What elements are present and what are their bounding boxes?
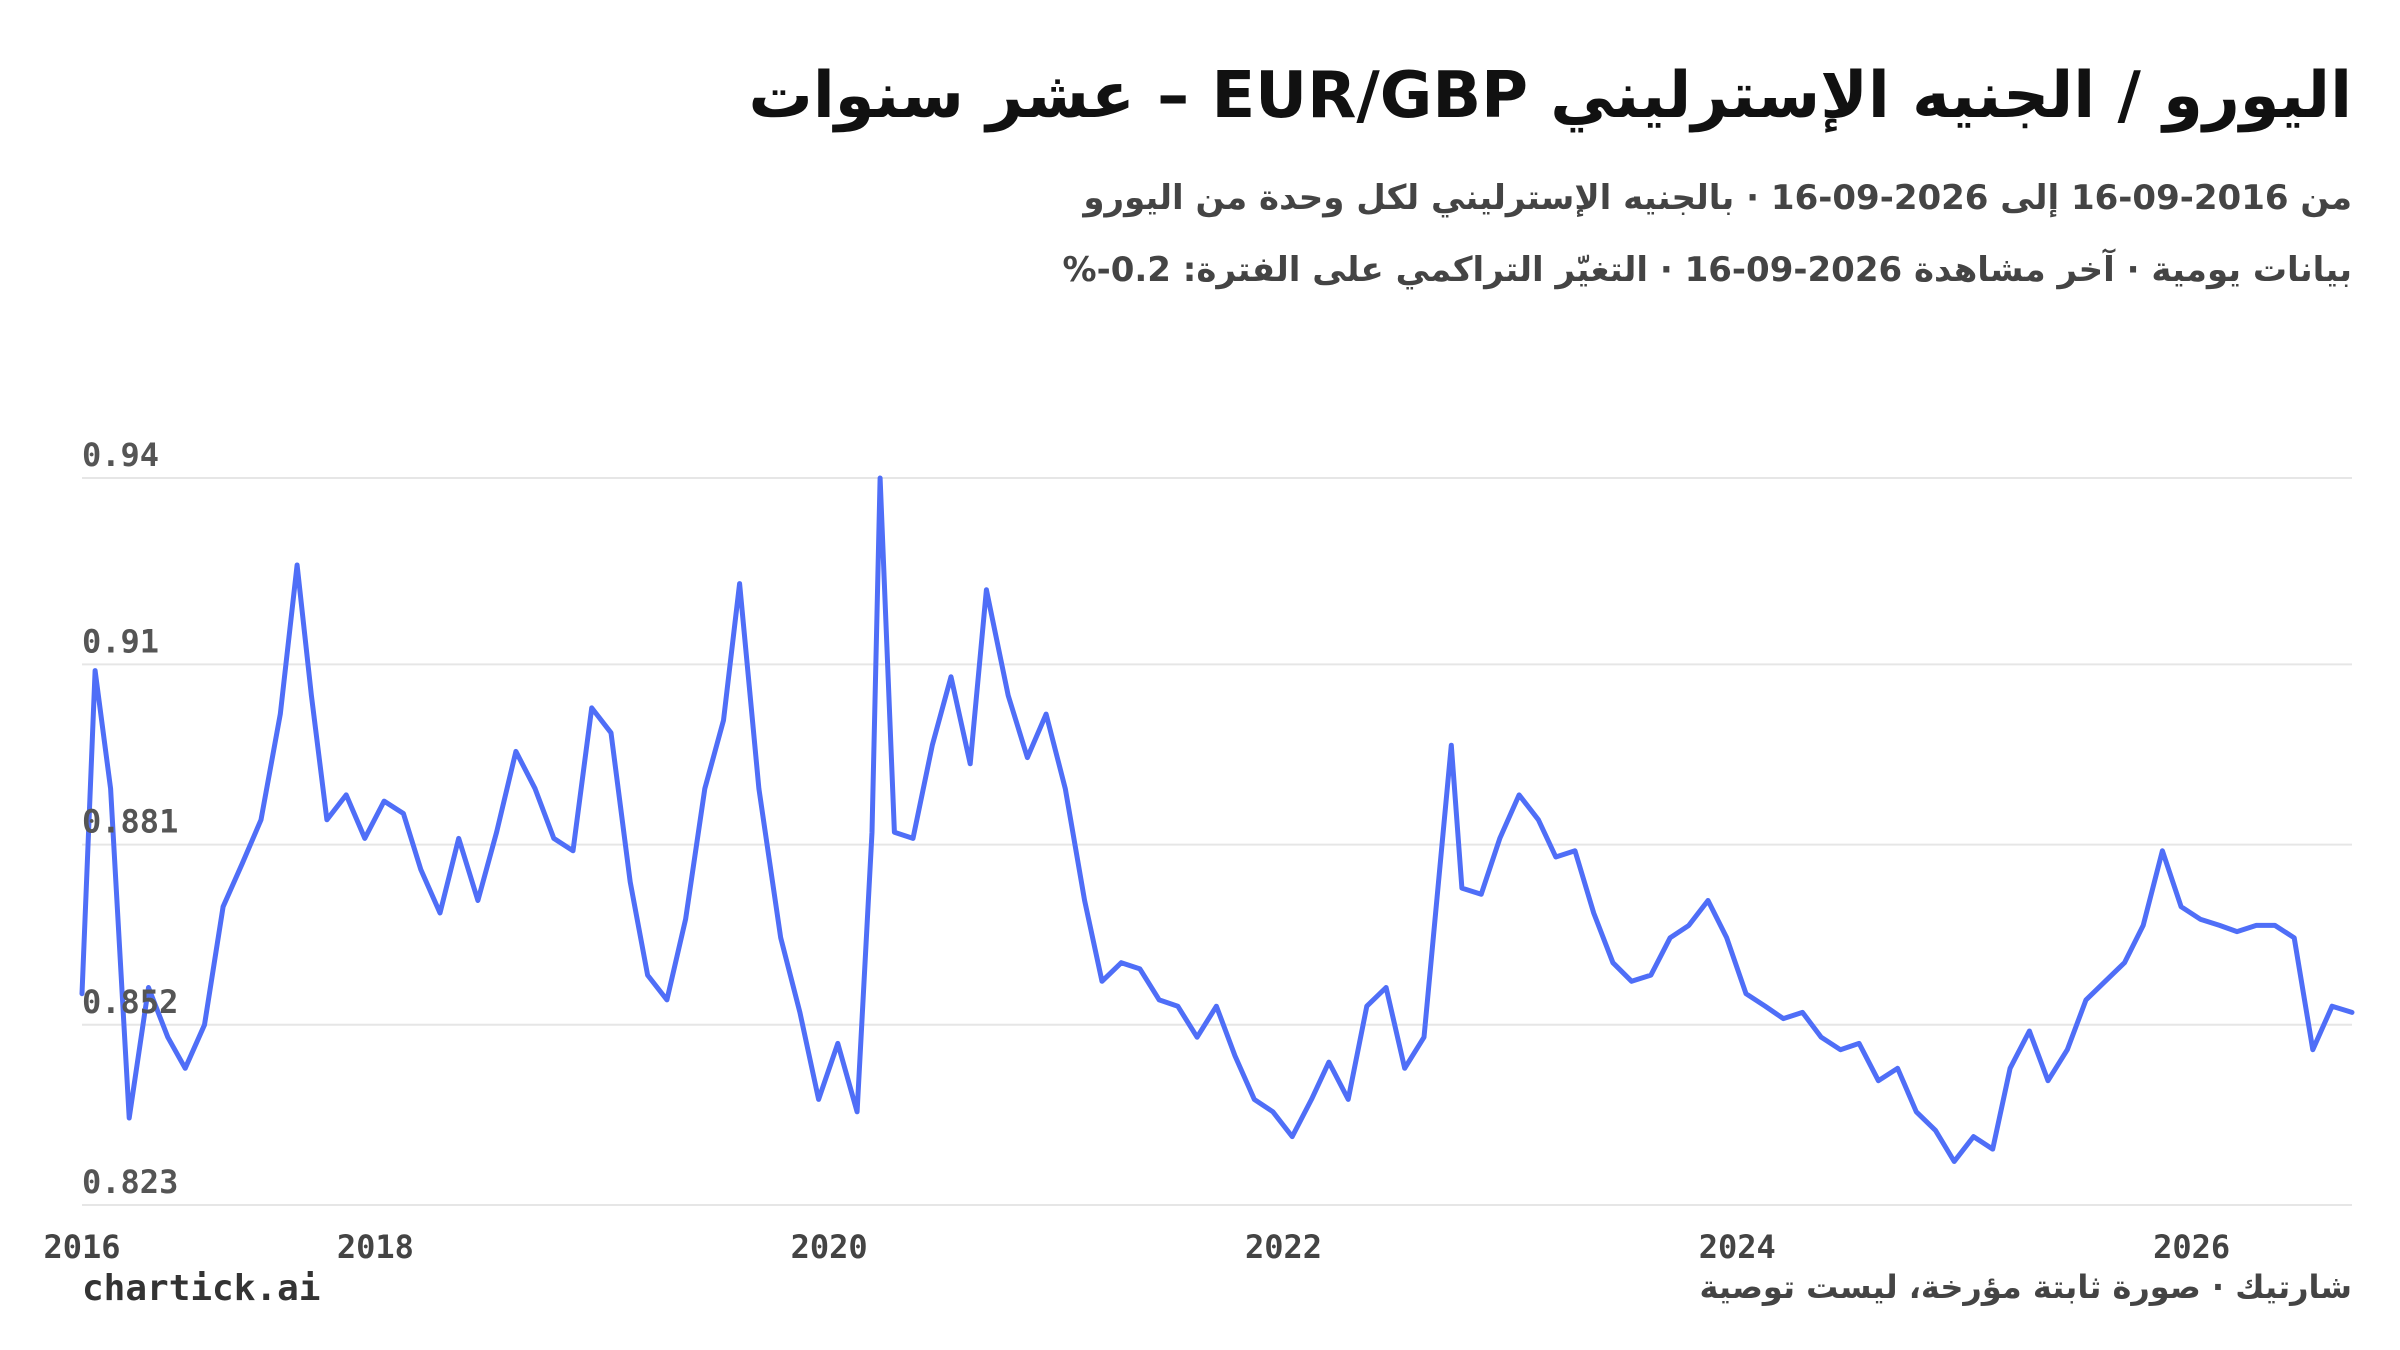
y-tick-label: 0.881 xyxy=(82,803,178,841)
x-tick-label: 2018 xyxy=(337,1228,414,1266)
y-tick-label: 0.94 xyxy=(82,436,159,474)
x-tick-label: 2020 xyxy=(791,1228,868,1266)
y-tick-label: 0.852 xyxy=(82,983,178,1021)
brand-logo-text: chartick.ai xyxy=(82,1268,321,1309)
chart-meta: بيانات يومية · آخر مشاهدة 2026-09-16 · ا… xyxy=(1062,250,2352,290)
y-tick-label: 0.823 xyxy=(82,1163,178,1201)
y-tick-label: 0.91 xyxy=(82,622,159,660)
footer-note: شارتيك · صورة ثابتة مؤرخة، ليست توصية xyxy=(1699,1268,2353,1306)
y-axis-ticks: 0.823 0.852 0.881 0.91 0.94 xyxy=(82,436,178,1201)
chart-title: اليورو / الجنيه الإسترليني EUR/GBP – عشر… xyxy=(748,59,2353,133)
plot-area xyxy=(79,475,2355,1164)
x-tick-label: 2024 xyxy=(1699,1228,1776,1266)
x-tick-label: 2026 xyxy=(2153,1228,2230,1266)
x-tick-label: 2016 xyxy=(43,1228,120,1266)
series-line-eurgbp xyxy=(79,475,2355,1164)
x-axis-ticks: 2016 2018 2020 2022 2024 2026 xyxy=(43,1228,2230,1266)
grid-lines xyxy=(82,477,2352,1206)
x-tick-label: 2022 xyxy=(1245,1228,1322,1266)
chart-subtitle: من 2016-09-16 إلى 2026-09-16 · بالجنيه ا… xyxy=(1083,178,2352,218)
